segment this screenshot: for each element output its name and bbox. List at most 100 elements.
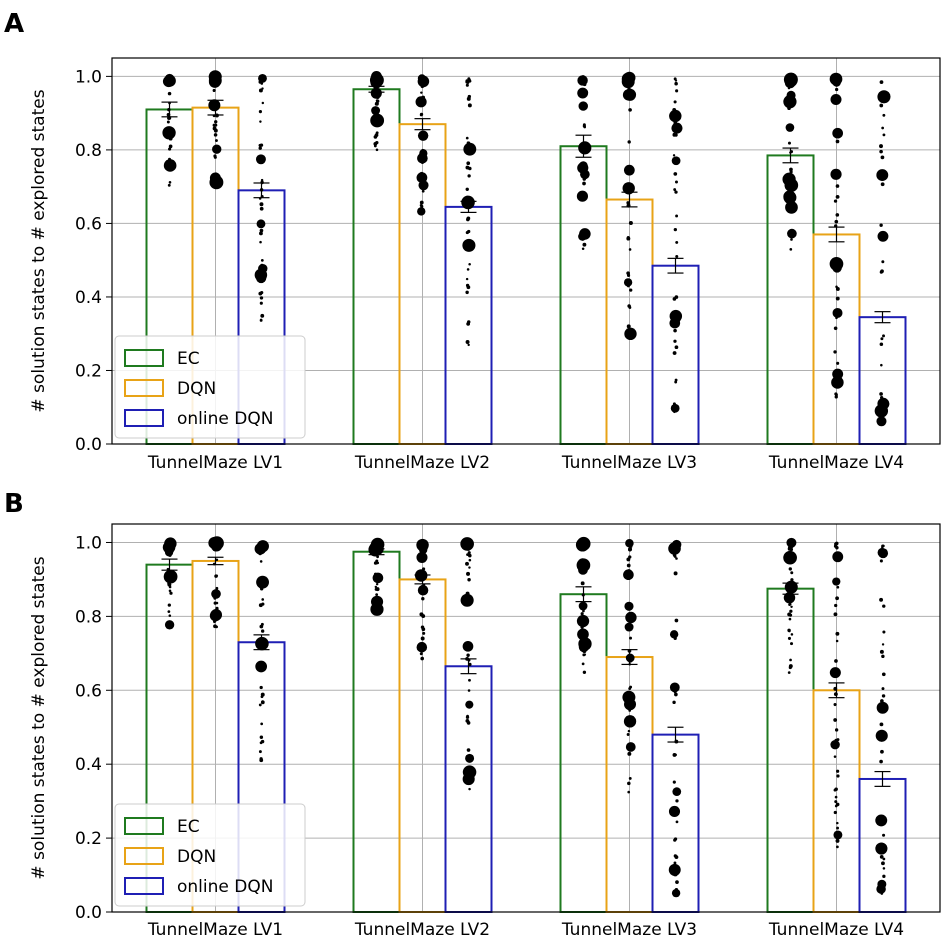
scatter-point [465, 283, 470, 288]
scatter-point [581, 247, 585, 251]
scatter-point [168, 542, 172, 545]
scatter-point [671, 156, 681, 166]
scatter-point [829, 667, 841, 679]
scatter-point [260, 722, 264, 726]
scatter-point [790, 236, 793, 239]
scatter-point [788, 629, 791, 633]
scatter-point [215, 615, 219, 619]
scatter-point [374, 542, 379, 546]
scatter-point [583, 125, 586, 129]
scatter-point [466, 161, 471, 166]
y-tick-label: 0.2 [75, 829, 102, 849]
scatter-point [882, 544, 885, 548]
scatter-point [836, 821, 839, 825]
scatter-point [209, 175, 224, 190]
scatter-point [785, 72, 798, 85]
y-tick-label: 0.8 [75, 607, 102, 627]
scatter-point [672, 402, 676, 406]
scatter-point [259, 231, 263, 236]
scatter-point [783, 550, 797, 565]
scatter-point [419, 113, 423, 117]
scatter-point [373, 144, 377, 148]
scatter-point [790, 642, 794, 646]
scatter-point [675, 89, 679, 93]
scatter-point [169, 76, 173, 80]
scatter-point [375, 587, 380, 592]
scatter-point [212, 88, 216, 93]
scatter-point [627, 140, 631, 144]
scatter-point [422, 185, 426, 190]
y-tick-label: 0.4 [75, 288, 102, 308]
scatter-point [790, 633, 794, 636]
y-tick-label: 0.4 [75, 755, 102, 775]
scatter-point [625, 611, 637, 624]
scatter-point [880, 749, 884, 754]
plot-frame [111, 523, 941, 913]
scatter-point [836, 585, 840, 589]
scatter-point [789, 609, 793, 613]
scatter-point [582, 242, 587, 247]
scatter-point [215, 574, 219, 577]
legend-label: EC [177, 817, 200, 837]
scatter-point [582, 177, 586, 181]
scatter-point [877, 230, 889, 242]
scatter-point [789, 248, 793, 251]
scatter-point [212, 126, 217, 131]
scatter-point [466, 268, 470, 271]
legend-label: online DQN [177, 877, 273, 897]
scatter-point [260, 291, 264, 295]
scatter-point [260, 313, 265, 318]
scatter-point [790, 238, 793, 241]
scatter-point [419, 203, 423, 207]
scatter-point [167, 81, 170, 84]
scatter-point [672, 787, 682, 797]
scatter-point [672, 780, 676, 784]
scatter-point [668, 863, 681, 876]
scatter-point [468, 787, 471, 791]
scatter-point [465, 591, 470, 596]
scatter-point [672, 752, 677, 757]
scatter-point [674, 692, 678, 697]
scatter-point [787, 671, 791, 674]
scatter-point [417, 75, 430, 88]
scatter-point [215, 558, 219, 562]
scatter-point [466, 321, 471, 326]
scatter-point [578, 141, 592, 155]
legend-label: DQN [177, 379, 216, 399]
scatter-point [834, 603, 838, 608]
scatter-point [259, 685, 263, 690]
scatter-point [674, 888, 679, 892]
scatter-point [375, 582, 379, 586]
scatter-point [213, 596, 217, 600]
scatter-point [626, 273, 631, 277]
scatter-point [576, 614, 590, 628]
scatter-point [834, 795, 838, 799]
scatter-point [259, 143, 264, 147]
scatter-point [213, 543, 217, 546]
scatter-point [831, 259, 843, 271]
legend: EC DQN online DQN [114, 803, 306, 907]
scatter-point [254, 543, 267, 555]
scatter-point [879, 649, 884, 654]
scatter-point [626, 236, 630, 240]
scatter-point [626, 324, 631, 329]
scatter-point [626, 201, 630, 205]
scatter-point [627, 790, 631, 794]
scatter-point [466, 542, 470, 546]
scatter-point [879, 722, 884, 727]
scatter-point [673, 100, 677, 104]
scatter-point [465, 340, 470, 344]
scatter-point [416, 538, 429, 552]
scatter-point [467, 103, 472, 108]
scatter-point [672, 154, 676, 157]
scatter-point [832, 577, 841, 586]
scatter-point [881, 732, 885, 737]
scatter-point [622, 182, 635, 195]
scatter-point [627, 781, 631, 786]
scatter-point [419, 652, 423, 656]
scatter-point [783, 591, 796, 604]
scatter-point [465, 715, 470, 719]
scatter-point [675, 240, 679, 244]
legend-swatch [124, 379, 164, 397]
